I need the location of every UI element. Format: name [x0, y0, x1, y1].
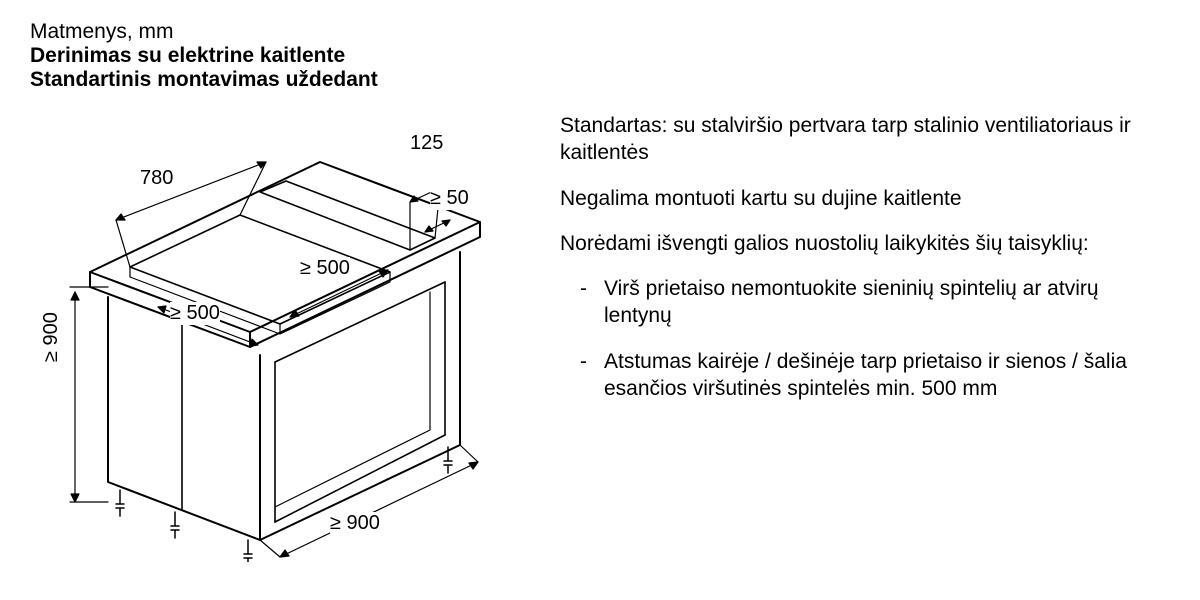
header-line3: Standartinis montavimas uždedant [30, 68, 1170, 92]
header-line1: Matmenys, mm [30, 20, 1170, 44]
dim-cab-height: ≥ 900 [40, 312, 63, 362]
note-standard: Standartas: su stalviršio pertvara tarp … [560, 112, 1170, 167]
dim-cutout-width: 780 [140, 167, 173, 190]
rule-no-cabinets-above: Virš prietaiso nemontuokite sieninių spi… [580, 275, 1170, 330]
rule-side-distance: Atstumas kairėje / dešinėje tarp prietai… [580, 348, 1170, 403]
content-row: 125 ≥ 50 780 ≥ 500 ≥ 500 ≥ 900 ≥ 900 Sta… [30, 102, 1170, 562]
dim-back-to-cutout: ≥ 50 [430, 187, 469, 210]
header: Matmenys, mm Derinimas su elektrine kait… [30, 20, 1170, 92]
header-line2: Derinimas su elektrine kaitlente [30, 44, 1170, 68]
dim-cab-width: ≥ 900 [330, 512, 380, 535]
dim-cutout-depth: ≥ 500 [300, 257, 350, 280]
dim-back-slot-depth: 125 [410, 132, 443, 155]
dim-side-clearance: ≥ 500 [170, 302, 220, 325]
rules-list: Virš prietaiso nemontuokite sieninių spi… [560, 275, 1170, 402]
note-no-gas: Negalima montuoti kartu su dujine kaitle… [560, 185, 1170, 212]
note-rules-intro: Norėdami išvengti galios nuostolių laiky… [560, 230, 1170, 257]
notes-area: Standartas: su stalviršio pertvara tarp … [560, 102, 1170, 562]
cabinet-diagram [30, 102, 510, 562]
diagram-area: 125 ≥ 50 780 ≥ 500 ≥ 500 ≥ 900 ≥ 900 [30, 102, 510, 562]
